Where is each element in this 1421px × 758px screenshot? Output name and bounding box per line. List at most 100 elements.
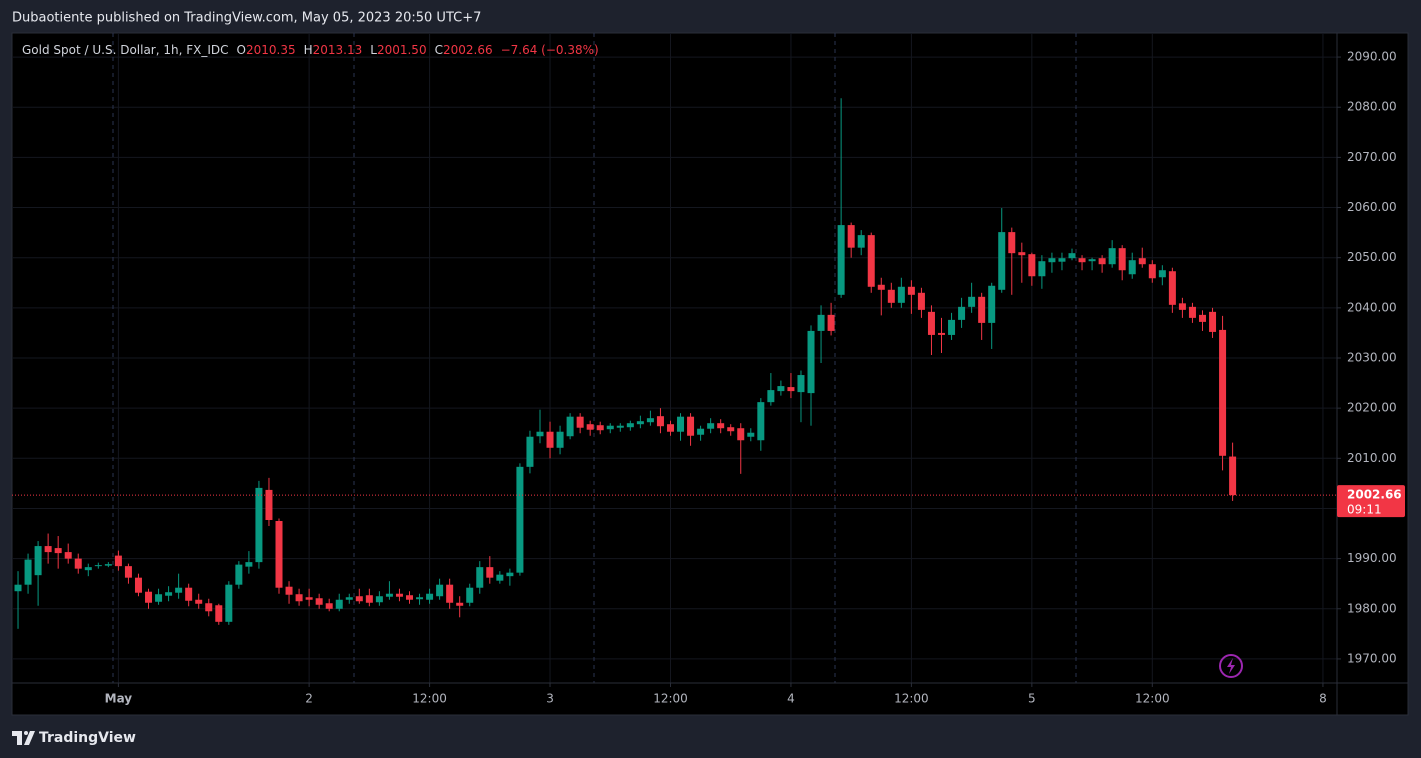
candle-body [84, 567, 92, 571]
y-tick-label: 2080.00 [1347, 100, 1397, 114]
candle-body [486, 567, 494, 578]
footer-brand: TradingView [39, 730, 136, 746]
candle-body [747, 432, 755, 437]
candle-body [225, 584, 233, 622]
x-tick-label: 5 [1028, 692, 1036, 706]
candle-body [867, 235, 875, 287]
candle-body [807, 330, 815, 394]
candle-body [516, 466, 524, 573]
candle-body [757, 402, 765, 441]
candle-body [345, 597, 353, 600]
candle-body [1188, 306, 1196, 318]
candle-body [717, 423, 725, 429]
candle-body [566, 416, 574, 437]
candle-body [145, 591, 153, 603]
candle-body [857, 235, 865, 248]
candle-body [737, 428, 745, 441]
x-tick-label: 4 [787, 692, 795, 706]
candle-body [64, 552, 72, 559]
candle-body [436, 584, 444, 597]
candle-body [355, 596, 363, 602]
candle-body [265, 489, 273, 520]
candle-body [456, 602, 464, 606]
candle-body [335, 599, 343, 609]
candle-body [34, 546, 42, 576]
x-tick-label: 12:00 [653, 692, 688, 706]
candle-body [958, 306, 966, 320]
candle-body [968, 296, 976, 307]
legend-value: 2013.13 [312, 43, 363, 57]
legend-value: 2010.35 [245, 43, 296, 57]
candle-body [576, 416, 584, 428]
legend-label: L [370, 43, 377, 57]
legend-change: −7.64 (−0.38%) [500, 43, 599, 57]
candle-body [1098, 258, 1106, 265]
countdown-label: 09:11 [1347, 503, 1382, 517]
candle-body [666, 424, 674, 432]
logo-dot [24, 731, 28, 735]
candle-body [496, 574, 504, 581]
y-tick-label: 2040.00 [1347, 300, 1397, 314]
candle-body [295, 594, 303, 602]
candle-body [927, 311, 935, 335]
candle-body [897, 286, 905, 303]
candle-body [416, 597, 424, 600]
last-price-label: 2002.66 [1347, 488, 1402, 502]
candle-body [275, 521, 283, 588]
candle-body [917, 292, 925, 310]
candle-body [385, 593, 393, 597]
candle-body [526, 436, 534, 467]
candle-body [837, 225, 845, 295]
y-tick-label: 2020.00 [1347, 401, 1397, 415]
candle-body [1068, 253, 1076, 259]
candle-body [315, 598, 323, 605]
candle-body [988, 285, 996, 323]
y-tick-label: 1980.00 [1347, 601, 1397, 615]
candle-body [727, 427, 735, 432]
candle-body [626, 423, 634, 428]
candle-body [797, 375, 805, 393]
candle-body [887, 289, 895, 303]
candle-body [476, 567, 484, 588]
candle-body [165, 592, 173, 596]
candle-body [697, 428, 705, 435]
candle-body [1088, 259, 1096, 262]
candle-body [1229, 456, 1237, 496]
candle-body [1078, 258, 1086, 263]
candle-body [1219, 329, 1227, 456]
candle-body [395, 593, 403, 597]
candle-body [656, 416, 664, 427]
candle-body [847, 225, 855, 248]
candle-body [285, 586, 293, 595]
candle-body [616, 425, 624, 428]
legend-label: C [434, 43, 443, 57]
candle-body [375, 596, 383, 603]
candle-body [1038, 261, 1046, 277]
candle-body [998, 232, 1006, 290]
candle-body [1168, 271, 1176, 305]
legend-value: 2001.50 [376, 43, 427, 57]
candle-body [195, 599, 203, 604]
y-tick-label: 2030.00 [1347, 351, 1397, 365]
alert-bolt [1227, 658, 1235, 674]
logo-mark [12, 731, 35, 745]
candle-body [1158, 270, 1166, 278]
candle-body [1018, 252, 1026, 256]
candle-body [54, 548, 62, 554]
chart-panel [11, 32, 1409, 716]
candle-body [1128, 260, 1136, 275]
x-tick-label: 12:00 [894, 692, 929, 706]
y-tick-label: 2050.00 [1347, 250, 1397, 264]
legend: Gold Spot / U.S. Dollar, 1h, FX_IDC O2010… [22, 43, 599, 57]
x-tick-label: 2 [305, 692, 313, 706]
candle-body [175, 587, 183, 593]
candle-body [14, 584, 22, 592]
candle-body [948, 319, 956, 335]
y-tick-label: 2060.00 [1347, 200, 1397, 214]
candle-body [1148, 264, 1156, 279]
candle-body [978, 296, 986, 323]
candle-body [185, 587, 193, 601]
candle-body [1209, 311, 1217, 332]
candle-body [1028, 254, 1036, 277]
candle-body [606, 425, 614, 430]
